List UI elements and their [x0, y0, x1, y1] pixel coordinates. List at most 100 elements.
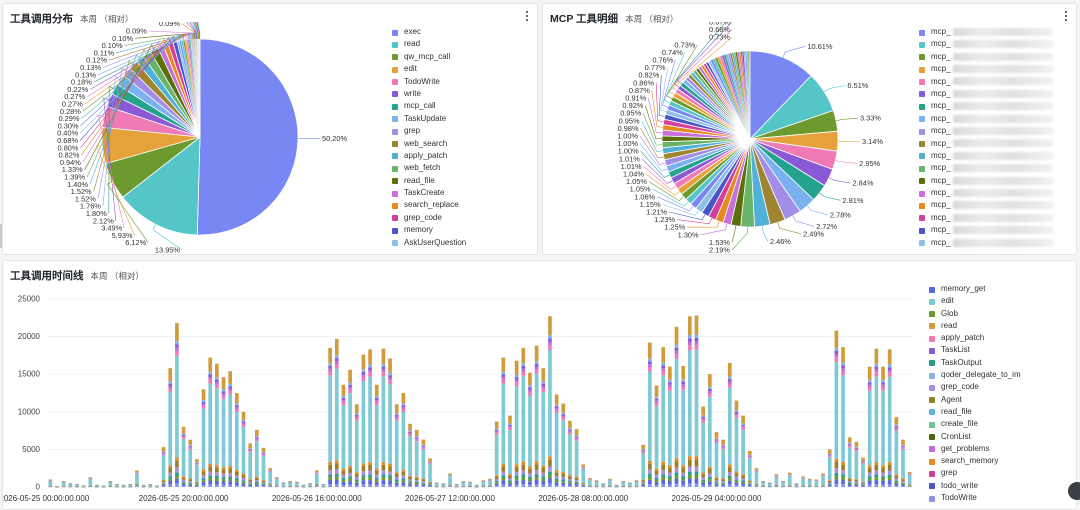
legend-item[interactable]: edit	[392, 63, 466, 75]
bar-segment[interactable]	[554, 394, 559, 405]
bar-segment[interactable]	[701, 420, 705, 423]
bar-segment[interactable]	[195, 483, 199, 485]
bar-segment[interactable]	[201, 405, 206, 409]
bar-segment[interactable]	[241, 426, 246, 474]
bar-segment[interactable]	[654, 405, 659, 469]
bar-segment[interactable]	[847, 445, 852, 448]
bar-segment[interactable]	[681, 472, 686, 477]
bar-segment[interactable]	[528, 372, 532, 386]
bar-segment[interactable]	[541, 368, 546, 382]
bar-segment[interactable]	[681, 384, 686, 387]
bar-segment[interactable]	[75, 484, 79, 487]
bar-segment[interactable]	[901, 482, 905, 484]
bar-segment[interactable]	[168, 472, 173, 477]
bar-segment[interactable]	[528, 468, 532, 474]
bar-segment[interactable]	[208, 379, 213, 384]
bar-segment[interactable]	[494, 434, 499, 476]
bar-segment[interactable]	[201, 471, 206, 476]
bar-segment[interactable]	[428, 464, 432, 482]
bar-segment[interactable]	[668, 384, 672, 388]
bar-segment[interactable]	[734, 482, 739, 486]
bar-segment[interactable]	[894, 428, 899, 432]
bar-segment[interactable]	[388, 466, 392, 472]
bar-segment[interactable]	[401, 475, 406, 479]
bar-segment[interactable]	[881, 472, 885, 477]
bar-segment[interactable]	[827, 484, 832, 486]
bar-segment[interactable]	[368, 372, 372, 377]
bar-segment[interactable]	[514, 379, 519, 383]
bar-segment[interactable]	[408, 483, 412, 486]
bar-segment[interactable]	[668, 465, 672, 468]
bar-segment[interactable]	[421, 484, 426, 487]
bar-segment[interactable]	[528, 466, 532, 469]
bar-segment[interactable]	[454, 484, 459, 487]
bar-segment[interactable]	[221, 393, 226, 396]
bar-segment[interactable]	[548, 345, 552, 351]
bar-segment[interactable]	[255, 439, 259, 442]
bar-segment[interactable]	[827, 455, 832, 456]
bar-segment[interactable]	[388, 380, 392, 385]
bar-segment[interactable]	[374, 400, 379, 403]
bar-segment[interactable]	[581, 484, 586, 485]
bar-segment[interactable]	[421, 486, 426, 487]
bar-segment[interactable]	[221, 477, 226, 480]
bar-segment[interactable]	[501, 477, 506, 481]
bar-segment[interactable]	[414, 429, 419, 437]
bar-segment[interactable]	[235, 405, 239, 408]
bar-segment[interactable]	[215, 379, 219, 383]
bar-segment[interactable]	[568, 430, 572, 433]
bar-segment[interactable]	[707, 396, 712, 467]
bar-segment[interactable]	[714, 483, 719, 485]
bar-segment[interactable]	[514, 382, 519, 386]
bar-segment[interactable]	[374, 402, 379, 406]
bar-segment[interactable]	[421, 483, 426, 485]
bar-segment[interactable]	[901, 484, 905, 487]
legend-item[interactable]: Glob	[929, 308, 1021, 320]
bar-segment[interactable]	[388, 377, 392, 381]
bar-segment[interactable]	[761, 482, 765, 486]
bar-segment[interactable]	[727, 478, 732, 481]
bar-segment[interactable]	[861, 486, 865, 487]
bar-segment[interactable]	[534, 470, 539, 475]
bar-segment[interactable]	[314, 473, 319, 485]
bar-segment[interactable]	[381, 484, 386, 487]
bar-segment[interactable]	[867, 379, 872, 383]
bar-segment[interactable]	[721, 444, 725, 446]
bar-segment[interactable]	[208, 377, 213, 380]
bar-segment[interactable]	[874, 376, 879, 463]
bar-segment[interactable]	[381, 470, 386, 475]
bar-segment[interactable]	[701, 481, 705, 483]
bar-segment[interactable]	[654, 468, 659, 471]
bar-segment[interactable]	[581, 485, 586, 487]
bar-segment[interactable]	[341, 479, 346, 482]
bar-segment[interactable]	[394, 413, 399, 416]
bar-segment[interactable]	[208, 477, 213, 481]
bar-segment[interactable]	[841, 464, 845, 471]
bar-segment[interactable]	[641, 452, 646, 454]
bar-segment[interactable]	[548, 466, 552, 472]
bar-segment[interactable]	[714, 432, 719, 439]
bar-segment[interactable]	[534, 373, 539, 462]
bar-segment[interactable]	[561, 420, 566, 472]
bar-segment[interactable]	[348, 476, 352, 479]
bar-segment[interactable]	[341, 477, 346, 480]
pie-slice[interactable]	[749, 50, 812, 140]
bar-segment[interactable]	[241, 480, 246, 482]
bar-segment[interactable]	[688, 350, 692, 457]
bar-segment[interactable]	[241, 477, 246, 481]
bar-segment[interactable]	[374, 481, 379, 485]
bar-segment[interactable]	[867, 390, 872, 466]
bar-segment[interactable]	[521, 363, 526, 366]
bar-segment[interactable]	[188, 445, 193, 447]
bar-segment[interactable]	[241, 474, 246, 478]
bar-segment[interactable]	[861, 484, 865, 486]
bar-segment[interactable]	[241, 424, 246, 427]
bar-segment[interactable]	[747, 484, 752, 486]
bar-segment[interactable]	[827, 455, 832, 457]
bar-segment[interactable]	[574, 436, 579, 438]
bar-segment[interactable]	[181, 483, 186, 486]
bar-segment[interactable]	[574, 480, 579, 482]
bar-segment[interactable]	[541, 386, 546, 389]
bar-segment[interactable]	[188, 478, 193, 480]
bar-segment[interactable]	[248, 483, 253, 485]
